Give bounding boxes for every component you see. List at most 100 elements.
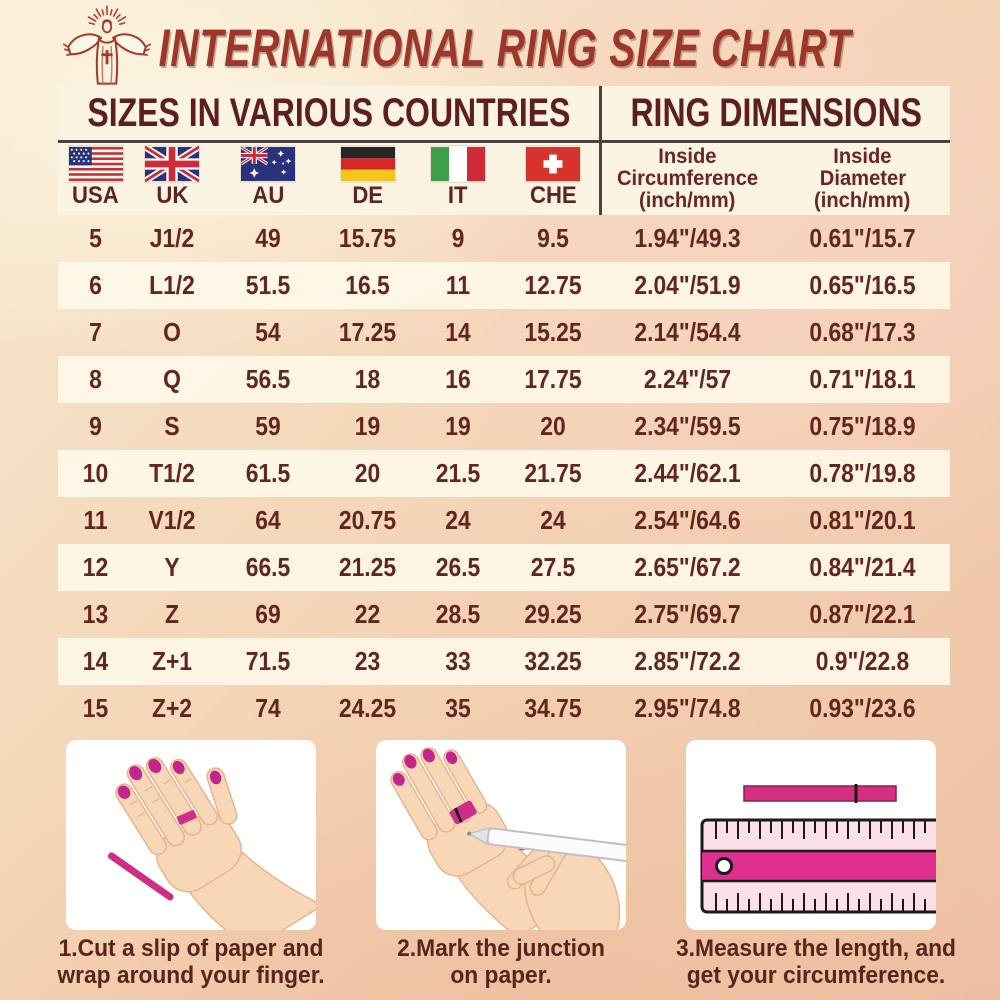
column-label-uk: UK	[156, 182, 188, 209]
italy-flag-icon	[431, 146, 485, 182]
table-cell: 2.85"/72.2	[634, 646, 741, 676]
table-row: 5 J1/2 49 15.75 9 9.5 1.94"/49.3 0.61"/15.7	[58, 215, 950, 262]
table-cell: 15.25	[524, 317, 582, 347]
table-cell: 69	[255, 599, 281, 629]
table-cell: 33	[445, 646, 471, 676]
dimensions-section-header: RING DIMENSIONS	[630, 90, 922, 135]
column-che: CHE	[506, 143, 600, 215]
table-cell: 0.87"/22.1	[809, 599, 916, 629]
table-cell: 11	[83, 505, 108, 535]
table-cell: 0.81"/20.1	[809, 505, 916, 535]
table-cell: 71.5	[245, 646, 291, 676]
table-cell: 2.04"/51.9	[634, 270, 741, 300]
table-row: 11 V1/2 64 20.75 24 24 2.54"/64.6 0.81"/20.1	[58, 497, 950, 544]
column-label-au: AU	[252, 182, 284, 209]
column-label-che: CHE	[529, 182, 577, 209]
size-table-rows: 5 J1/2 49 15.75 9 9.5 1.94"/49.3 0.61"/15.7 6 L1/…	[58, 215, 950, 732]
switzerland-flag-icon	[526, 146, 580, 182]
table-row: 7 O 54 17.25 14 15.25 2.14"/54.4 0.68"/17.3	[58, 309, 950, 356]
table-row: 14 Z+1 71.5 23 33 32.25 2.85"/72.2 0.9"/22.8	[58, 638, 950, 685]
column-inside-diameter: Inside Diameter (inch/mm)	[814, 144, 911, 213]
table-cell: 14	[82, 646, 109, 676]
column-label-it: IT	[448, 182, 468, 209]
table-row: 10 T1/2 61.5 20 21.5 21.75 2.44"/62.1 0.78"/19.…	[58, 450, 950, 497]
table-cell: 23	[354, 646, 381, 676]
table-cell: 28.5	[435, 599, 481, 629]
table-cell: 61.5	[245, 458, 291, 488]
table-cell: 19	[354, 411, 381, 441]
table-cell: 74	[255, 693, 281, 723]
table-cell: 0.71"/18.1	[809, 364, 916, 394]
usa-flag-icon	[68, 146, 123, 182]
table-cell: 24.25	[338, 693, 397, 723]
table-cell: 20.75	[338, 505, 397, 535]
table-cell: 2.54"/64.6	[634, 505, 741, 535]
table-cell: 0.9"/22.8	[815, 646, 910, 676]
table-cell: 0.78"/19.8	[809, 458, 916, 488]
table-cell: 10	[82, 458, 109, 488]
table-cell: Z+2	[151, 693, 193, 723]
table-cell: Z+1	[151, 646, 193, 676]
table-cell: 18	[354, 364, 381, 394]
table-cell: 9.5	[537, 223, 569, 253]
table-cell: L1/2	[149, 270, 195, 300]
countries-section-header: SIZES IN VARIOUS COUNTRIES	[86, 90, 571, 135]
table-cell: 5	[89, 223, 102, 253]
table-cell: 24	[540, 505, 566, 535]
table-cell: 35	[445, 693, 471, 723]
table-cell: 8	[89, 364, 102, 394]
table-cell: 6	[89, 270, 102, 300]
table-cell: 15.75	[338, 223, 397, 253]
page-title: INTERNATIONAL RING SIZE CHART	[158, 18, 852, 78]
instruction-panel-2	[376, 740, 626, 930]
table-cell: 20	[354, 458, 381, 488]
column-de: DE	[325, 143, 410, 215]
table-cell: 26.5	[435, 552, 481, 582]
table-cell: 14	[445, 317, 471, 347]
table-cell: 54	[255, 317, 281, 347]
table-cell: 21.5	[435, 458, 481, 488]
column-it: IT	[410, 143, 506, 215]
table-cell: 66.5	[245, 552, 291, 582]
table-cell: V1/2	[148, 505, 196, 535]
horizontal-divider	[58, 140, 950, 143]
table-cell: T1/2	[149, 458, 195, 488]
table-cell: 16	[445, 364, 471, 394]
table-row: 8 Q 56.5 18 16 17.75 2.24"/57 0.71"/18.1	[58, 356, 950, 403]
table-cell: Y	[164, 552, 180, 582]
table-cell: 64	[255, 505, 281, 535]
instruction-panel-1	[66, 740, 316, 930]
instruction-caption-1: 1.Cut a slip of paper and wrap around yo…	[57, 935, 325, 989]
table-cell: 2.44"/62.1	[634, 458, 741, 488]
table-header-panel	[58, 86, 950, 215]
table-cell: 17.25	[338, 317, 397, 347]
table-cell: O	[163, 317, 181, 347]
table-cell: 2.65"/67.2	[634, 552, 741, 582]
instruction-caption-3: 3.Measure the length, and get your circu…	[675, 935, 956, 989]
table-cell: 24	[445, 505, 471, 535]
table-cell: Z	[165, 599, 179, 629]
table-cell: 12.75	[524, 270, 582, 300]
column-au: AU	[211, 143, 325, 215]
column-header-row: USA UK	[58, 143, 950, 215]
column-uk: UK	[133, 143, 211, 215]
column-usa: USA	[58, 143, 133, 215]
table-cell: 21.25	[338, 552, 397, 582]
germany-flag-icon	[340, 146, 395, 182]
table-cell: 49	[255, 223, 281, 253]
table-cell: 9	[89, 411, 102, 441]
table-cell: 0.93"/23.6	[809, 693, 916, 723]
table-cell: 2.95"/74.8	[634, 693, 741, 723]
table-cell: 0.75"/18.9	[809, 411, 916, 441]
table-cell: J1/2	[149, 223, 195, 253]
table-cell: 2.34"/59.5	[634, 411, 741, 441]
table-row: 13 Z 69 22 28.5 29.25 2.75"/69.7 0.87"/22.1	[58, 591, 950, 638]
table-cell: 11	[445, 270, 471, 300]
vertical-divider	[599, 86, 602, 215]
table-cell: 27.5	[530, 552, 576, 582]
table-cell: 19	[445, 411, 471, 441]
table-cell: 2.24"/57	[643, 364, 732, 394]
table-cell: 0.65"/16.5	[809, 270, 916, 300]
table-cell: 0.84"/21.4	[809, 552, 916, 582]
table-cell: 59	[255, 411, 281, 441]
